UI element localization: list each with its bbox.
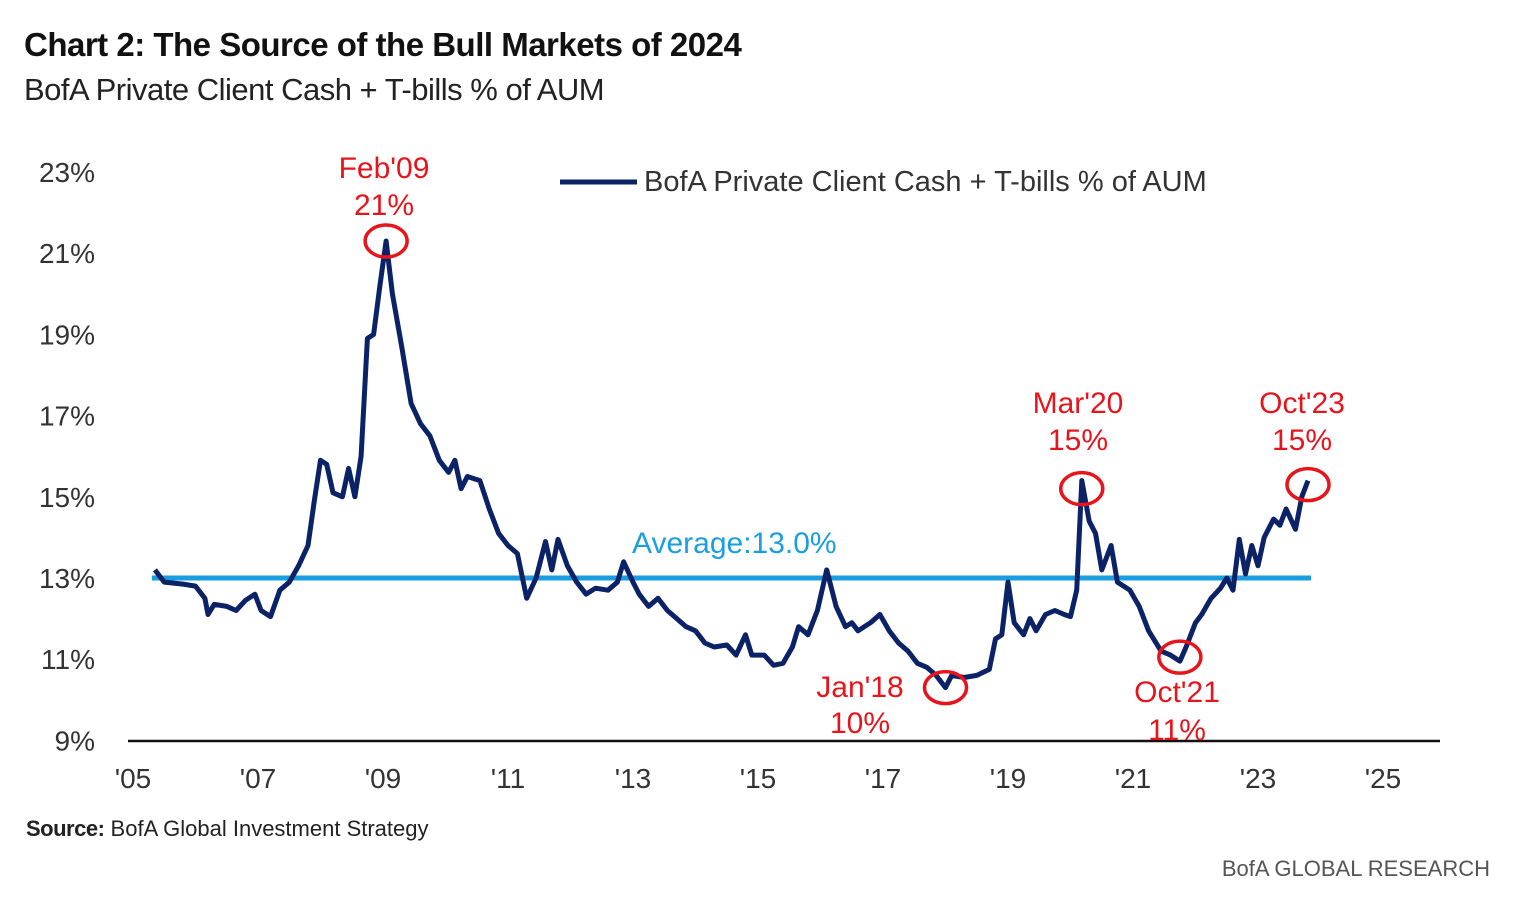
annotation-value: 11% — [1148, 714, 1206, 747]
series-line — [152, 238, 1311, 691]
source-label: Source: — [26, 816, 105, 841]
chart-subtitle: BofA Private Client Cash + T-bills % of … — [24, 72, 605, 107]
annotation-date: Oct'23 — [1259, 387, 1345, 420]
annotation-circle — [1285, 466, 1331, 503]
x-tick-label: '23 — [1240, 763, 1277, 794]
source-note: Source: BofA Global Investment Strategy — [26, 816, 429, 842]
annotation-date: Feb'09 — [339, 152, 430, 185]
annotation-circle — [1157, 639, 1203, 675]
y-tick-label: 11% — [41, 644, 95, 675]
annotation-circle — [363, 223, 409, 259]
annotation-circle — [922, 669, 969, 706]
x-tick-label: '19 — [990, 763, 1027, 794]
annotation-date: Oct'21 — [1134, 676, 1220, 709]
annotation-value: 15% — [1048, 424, 1108, 457]
y-tick-label: 21% — [39, 238, 95, 269]
annotation-circle — [1059, 470, 1105, 507]
brand-footer: BofA GLOBAL RESEARCH — [1221, 856, 1490, 881]
x-tick-label: '17 — [865, 763, 902, 794]
annotation-value: 10% — [830, 707, 890, 740]
y-tick-label: 23% — [39, 157, 95, 188]
annotation-value: 21% — [354, 189, 414, 222]
x-tick-label: '05 — [115, 763, 152, 794]
y-tick-label: 13% — [39, 563, 95, 594]
annotation-date: Jan'18 — [816, 671, 903, 704]
y-tick-label: 15% — [39, 482, 95, 513]
x-tick-label: '09 — [365, 763, 402, 794]
average-label: Average:13.0% — [632, 527, 837, 560]
x-tick-label: '15 — [740, 763, 777, 794]
y-tick-label: 19% — [39, 319, 95, 350]
y-tick-label: 9% — [55, 725, 95, 756]
x-tick-label: '07 — [240, 763, 277, 794]
legend-label: BofA Private Client Cash + T-bills % of … — [644, 166, 1207, 198]
source-text: BofA Global Investment Strategy — [110, 816, 429, 841]
annotation-value: 15% — [1272, 424, 1332, 457]
y-tick-label: 17% — [39, 401, 95, 432]
annotation-date: Mar'20 — [1033, 387, 1124, 420]
x-tick-label: '21 — [1115, 763, 1152, 794]
x-tick-label: '25 — [1365, 763, 1402, 794]
x-tick-label: '11 — [491, 763, 525, 794]
chart-title: Chart 2: The Source of the Bull Markets … — [24, 26, 742, 63]
x-tick-label: '13 — [615, 763, 652, 794]
